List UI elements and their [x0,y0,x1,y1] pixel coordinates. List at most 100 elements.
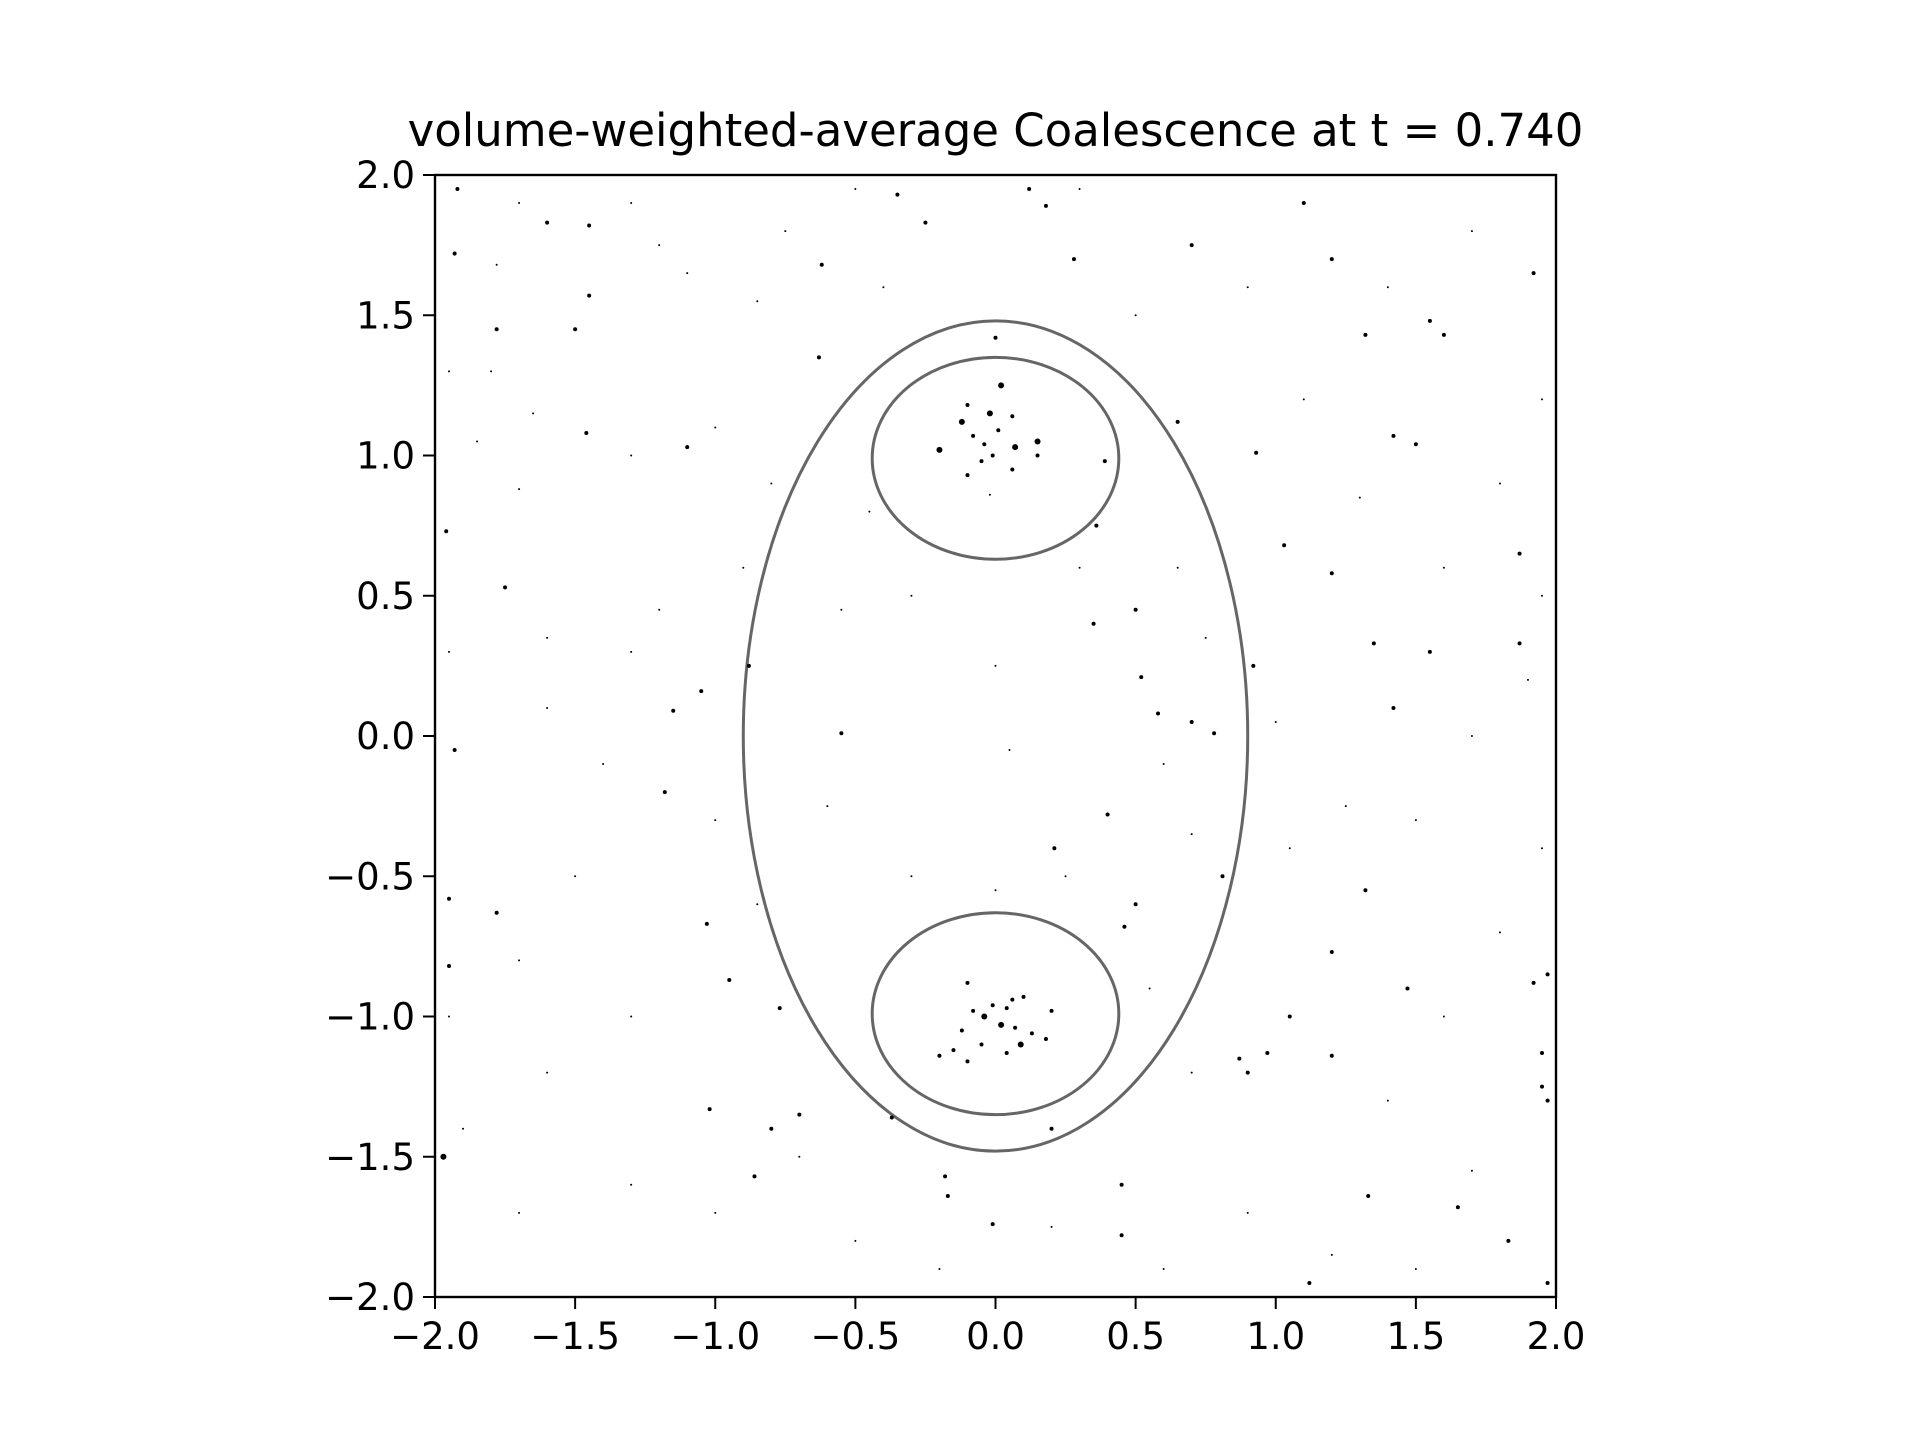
scatter-point [1189,243,1194,248]
scatter-point [452,251,457,256]
x-tick-label: 1.0 [1246,1315,1305,1358]
y-tick-label: 1.0 [356,435,415,478]
scatter-point [937,1053,942,1058]
contour-group [741,319,1250,1153]
scatter-point [630,1015,633,1018]
scatter-point [1442,566,1445,569]
scatter-point [1414,1267,1417,1270]
scatter-point [1302,398,1305,401]
x-tick-label: −2.0 [390,1315,480,1358]
scatter-point [671,708,676,713]
scatter-point [1307,1280,1312,1285]
scatter-point [545,220,550,225]
scatter-point [1517,551,1522,556]
scatter-point [1043,203,1048,208]
x-axis-ticks: −2.0 −1.5 −1.0 −0.5 0.0 0.5 1.0 1.5 2.0 [390,1297,1585,1358]
scatter-point [988,493,991,496]
scatter-point [448,1015,451,1018]
scatter-point [1043,1036,1048,1041]
scatter-point [686,272,689,275]
scatter-point [1008,749,1011,752]
scatter-point [1329,1053,1334,1058]
scatter-point [1506,1238,1511,1243]
scatter-point [1455,1205,1460,1210]
scatter-point [1366,1194,1371,1199]
scatter-point [994,889,997,892]
scatter-point [959,1028,964,1033]
scatter-points [440,187,1550,1285]
scatter-point [1004,1050,1009,1055]
scatter-point [998,382,1005,389]
scatter-point [742,566,745,569]
scatter-point [1540,398,1543,401]
scatter-point [1050,1225,1053,1228]
scatter-point [462,1127,465,1130]
scatter-point [1139,675,1144,680]
scatter-point [990,453,995,458]
scatter-point [986,410,993,417]
scatter-point [971,1008,976,1013]
scatter-point [1287,1014,1292,1019]
scatter-point [819,262,824,267]
scatter-point [777,1006,782,1011]
scatter-point [938,1267,941,1270]
scatter-point [1237,1056,1242,1061]
scatter-point [951,1048,956,1053]
scatter-point [1162,763,1165,766]
scatter-point [840,608,843,611]
scatter-point [1049,1126,1054,1131]
scatter-point [1204,636,1207,639]
scatter-point [1156,711,1161,716]
scatter-point [1102,459,1107,464]
scatter-point [784,230,787,233]
scatter-point [1265,1050,1270,1055]
scatter-point [1282,543,1287,548]
scatter-point [1190,1071,1193,1074]
scatter-point [1052,846,1057,851]
contour-1 [870,355,1121,561]
scatter-point [658,244,661,247]
scatter-point [1539,1084,1544,1089]
scatter-point [1251,663,1256,668]
scatter-point [1071,257,1076,262]
x-tick-label: 0.5 [1106,1315,1165,1358]
y-axis-ticks: −2.0 −1.5 −1.0 −0.5 0.0 0.5 1.0 1.5 2.0 [325,154,435,1319]
scatter-point [1442,1015,1445,1018]
scatter-point [1035,453,1040,458]
scatter-point [630,202,633,205]
y-tick-label: 2.0 [356,154,415,197]
scatter-point [990,1003,995,1008]
x-tick-label: −1.5 [530,1315,620,1358]
scatter-point [447,896,452,901]
x-tick-label: 1.5 [1386,1315,1445,1358]
scatter-point [574,875,577,878]
scatter-point [573,327,578,332]
scatter-point [752,1174,757,1179]
scatter-point [1027,187,1032,192]
scatter-point [1176,566,1179,569]
scatter-point [518,959,521,962]
scatter-point [1148,987,1151,990]
scatter-point [965,473,970,478]
scatter-point [1119,1233,1124,1238]
y-tick-label: 0.5 [356,575,415,618]
scatter-point [584,431,589,436]
scatter-point [518,488,521,491]
scatter-point [630,1183,633,1186]
scatter-point [546,706,549,709]
scatter-point [1091,621,1096,626]
scatter-point [1329,571,1334,576]
scatter-point [1220,874,1225,879]
scatter-point [854,188,857,191]
scatter-point [1405,986,1410,991]
scatter-point [662,790,667,795]
scatter-point [532,412,535,415]
scatter-point [1329,257,1334,262]
scatter-point [868,510,871,513]
scatter-point [1540,847,1543,850]
scatter-point [494,910,499,915]
scatter-point [979,1042,984,1047]
scatter-point [1391,705,1396,710]
scatter-point [1391,433,1396,438]
